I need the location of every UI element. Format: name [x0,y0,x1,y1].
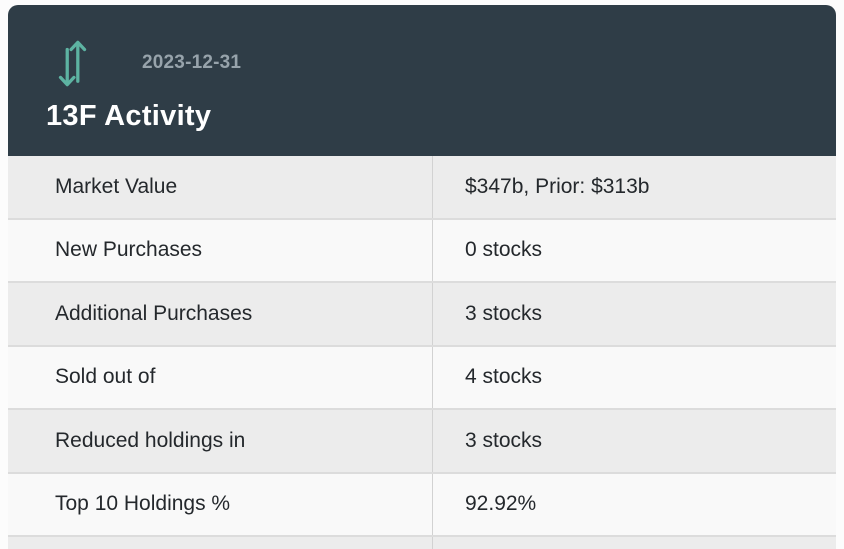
row-value: 92.92% [465,492,537,516]
row-label: Top 10 Holdings % [8,473,433,535]
up-down-arrows-icon [58,40,87,87]
row-value: 3 stocks [465,428,543,452]
activity-table: Market Value $347b, Prior: $313b New Pur… [8,156,836,549]
header-top-row: 2023-12-31 [46,5,836,88]
row-label: Reduced holdings in [8,410,433,472]
card-header: 2023-12-31 13F Activity [8,5,836,156]
table-row-partial [8,537,836,549]
table-row: Reduced holdings in 3 stocks [8,410,836,474]
table-row: Additional Purchases 3 stocks [8,283,836,347]
row-label: Additional Purchases [8,283,433,345]
table-row: Market Value $347b, Prior: $313b [8,156,836,220]
row-value: 0 stocks [465,238,543,262]
13f-activity-card: 2023-12-31 13F Activity Market Value $34… [8,5,836,549]
table-row: Top 10 Holdings % 92.92% [8,473,836,537]
row-value: 4 stocks [465,365,543,389]
row-label: Sold out of [8,346,433,408]
table-row: New Purchases 0 stocks [8,219,836,283]
page-title: 13F Activity [46,100,212,132]
row-label [8,537,433,549]
row-label: Market Value [8,156,433,218]
row-label: New Purchases [8,219,433,281]
report-date: 2023-12-31 [142,52,242,73]
table-row: Sold out of 4 stocks [8,346,836,410]
row-value: 3 stocks [465,301,543,325]
row-value [433,537,836,549]
row-value: $347b, Prior: $313b [465,174,650,198]
